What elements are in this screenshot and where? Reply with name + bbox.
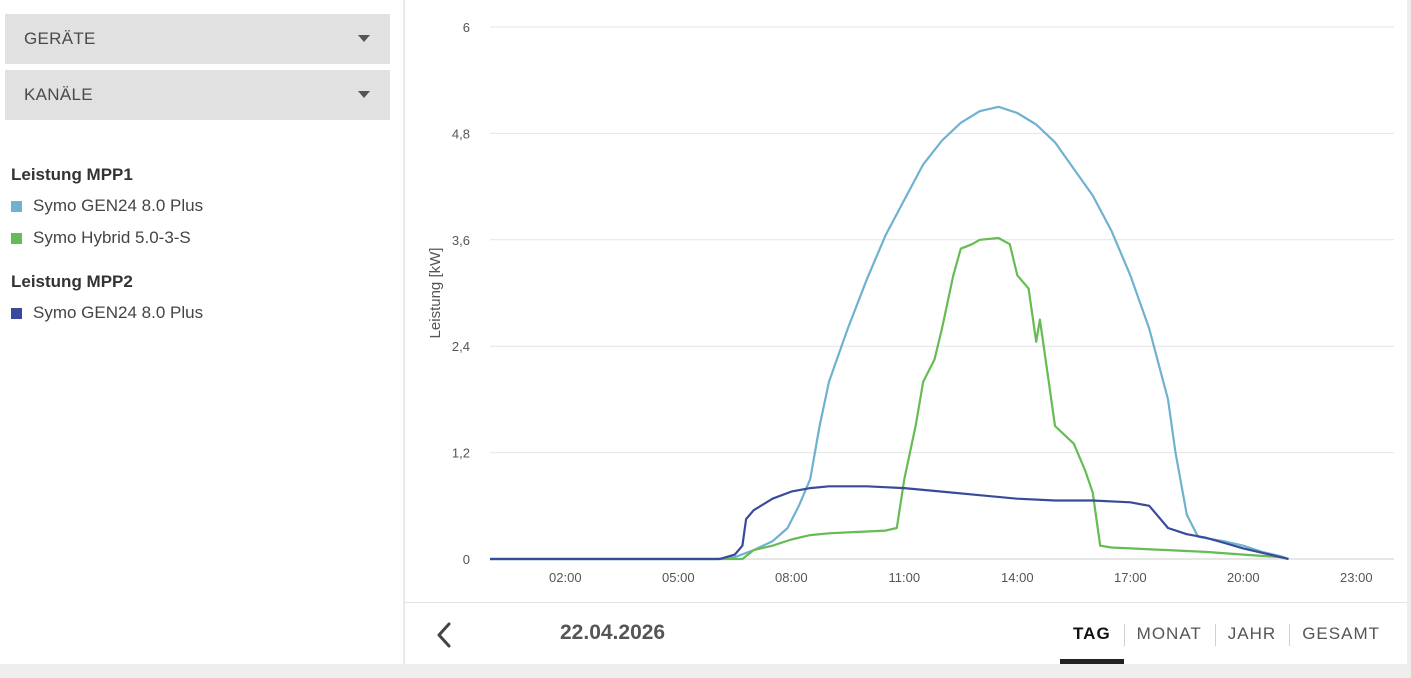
x-tick-label: 20:00 <box>1227 570 1260 585</box>
devices-dropdown[interactable]: GERÄTE <box>5 14 390 64</box>
tab-month[interactable]: MONAT <box>1123 616 1215 656</box>
x-tick-label: 23:00 <box>1340 570 1373 585</box>
bottom-strip <box>0 664 1411 678</box>
legend-item-label: Symo Hybrid 5.0-3-S <box>33 228 191 247</box>
power-chart: 0 1,2 2,4 3,6 4,8 6 02:00 05:00 08:00 11:00 14:00 1… <box>427 20 1394 585</box>
period-tabs: TAG MONAT JAHR GESAMT <box>1060 616 1393 664</box>
x-tick-label: 05:00 <box>662 570 695 585</box>
x-tick-label: 11:00 <box>889 570 921 585</box>
y-tick-label: 3,6 <box>452 233 470 248</box>
channels-dropdown[interactable]: KANÄLE <box>5 70 390 120</box>
legend-item-gen24-mpp1[interactable]: Symo GEN24 8.0 Plus <box>11 195 203 217</box>
caret-down-icon <box>358 91 370 98</box>
y-tick-label: 6 <box>463 20 470 35</box>
devices-dropdown-label: GERÄTE <box>24 29 96 48</box>
legend-group-title: Leistung MPP2 <box>11 272 133 291</box>
y-tick-label: 4,8 <box>452 126 470 141</box>
legend-item-label: Symo GEN24 8.0 Plus <box>33 196 204 215</box>
y-tick-label: 0 <box>463 552 470 567</box>
legend-group-title: Leistung MPP1 <box>11 165 133 184</box>
legend-swatch <box>11 200 22 212</box>
x-tick-label: 17:00 <box>1114 570 1147 585</box>
legend-group-mpp2: Leistung MPP2 Symo GEN24 8.0 Plus <box>11 272 203 334</box>
current-date[interactable]: 22.04.2026 <box>560 621 666 644</box>
legend-swatch <box>11 307 22 319</box>
y-tick-label: 2,4 <box>452 339 470 354</box>
y-axis-title: Leistung [kW] <box>427 248 444 339</box>
chevron-left-icon <box>437 622 451 648</box>
tab-day[interactable]: TAG <box>1060 616 1124 664</box>
x-tick-label: 02:00 <box>549 570 582 585</box>
filter-panel: GERÄTE KANÄLE Leistung MPP1 Symo GEN24 8… <box>0 0 403 664</box>
legend-group-mpp1: Leistung MPP1 Symo GEN24 8.0 Plus Symo H… <box>11 165 203 259</box>
legend-item-label: Symo GEN24 8.0 Plus <box>33 303 204 322</box>
legend-swatch <box>11 232 22 244</box>
y-tick-label: 1,2 <box>452 446 470 461</box>
previous-day-button[interactable] <box>430 618 460 652</box>
legend-item-gen24-mpp2[interactable]: Symo GEN24 8.0 Plus <box>11 302 203 324</box>
tab-total[interactable]: GESAMT <box>1289 616 1393 656</box>
legend-item-hybrid-mpp1[interactable]: Symo Hybrid 5.0-3-S <box>11 227 203 249</box>
channels-dropdown-label: KANÄLE <box>24 85 93 104</box>
x-tick-label: 08:00 <box>775 570 808 585</box>
footer-divider <box>405 602 1407 603</box>
caret-down-icon <box>358 35 370 42</box>
chart-panel: 0 1,2 2,4 3,6 4,8 6 02:00 05:00 08:00 11:00 14:00 1… <box>404 0 1407 664</box>
tab-year[interactable]: JAHR <box>1214 616 1289 656</box>
x-tick-label: 14:00 <box>1001 570 1034 585</box>
series-line-3 <box>490 485 1289 561</box>
series-line-2 <box>490 236 1289 561</box>
series-line-1 <box>490 105 1289 561</box>
